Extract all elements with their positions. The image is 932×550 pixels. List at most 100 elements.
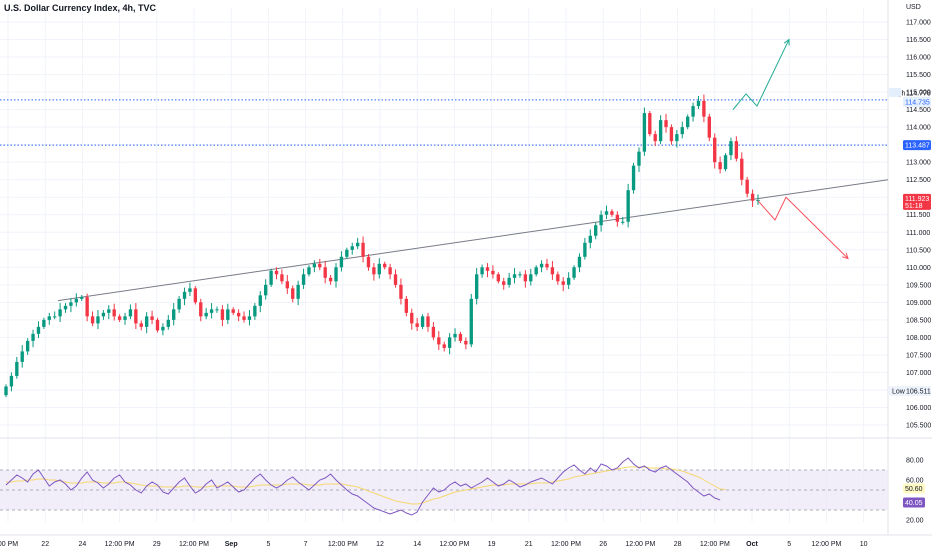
candle-body <box>85 297 89 317</box>
x-tick-label: 12:00 PM <box>551 541 581 548</box>
candle-body <box>664 120 668 128</box>
candle-body <box>139 323 143 327</box>
candle-body <box>610 211 614 215</box>
candle-body <box>128 309 133 317</box>
high-value: 114.778 <box>906 90 931 97</box>
x-tick-label: 21 <box>525 541 533 548</box>
candle-body <box>291 288 295 299</box>
candle-body <box>101 312 106 317</box>
candle-body <box>442 344 446 348</box>
candle-body <box>653 134 657 142</box>
candle-body <box>155 319 160 331</box>
candle-body <box>615 214 620 222</box>
candle-body <box>318 263 322 268</box>
candle-body <box>702 100 706 117</box>
x-tick-label: 12:00 PM <box>811 541 841 548</box>
last-price-tag: 111.923 <box>905 196 929 203</box>
candle-body <box>561 281 565 285</box>
y-tick-label: 110.000 <box>906 265 931 272</box>
candle-body <box>361 242 365 257</box>
x-tick-label: 12 <box>376 541 384 548</box>
x-tick-label: 12:00 PM <box>179 541 209 548</box>
candle-body <box>534 267 538 275</box>
y-tick-label: 106.000 <box>906 405 931 412</box>
candle-body <box>209 309 214 313</box>
candle-body <box>723 155 728 170</box>
rsi-ma-tag: 50.60 <box>905 486 923 493</box>
candle-body <box>669 127 674 142</box>
candle-body <box>69 302 73 306</box>
x-tick-label: 24 <box>79 541 87 548</box>
candle-body <box>328 277 333 282</box>
candle-body <box>707 116 711 138</box>
candle-body <box>518 274 522 276</box>
x-tick-label: 5 <box>266 541 270 548</box>
x-tick-label: 12:00 PM <box>105 541 135 548</box>
x-tick-label: 5 <box>787 541 791 548</box>
candle-body <box>312 263 317 268</box>
candle-body <box>539 263 544 268</box>
candle-body <box>507 277 511 285</box>
candle-body <box>253 305 257 317</box>
y-tick-label: 115.000 <box>906 90 931 97</box>
candle-body <box>372 267 376 275</box>
candle-body <box>285 281 290 289</box>
chart-title: U.S. Dollar Currency Index, 4h, TVC <box>4 3 156 13</box>
candle-body <box>220 309 225 320</box>
candle-body <box>307 267 311 275</box>
candle-body <box>469 298 473 345</box>
last-price-countdown: 51:18 <box>905 203 923 210</box>
candle-body <box>20 351 24 362</box>
candle-body <box>556 274 560 282</box>
candle-body <box>31 333 35 341</box>
y-tick-label: 114.500 <box>906 107 931 114</box>
chart-title-text: U.S. Dollar Currency Index, 4h, TVC <box>4 3 157 13</box>
rsi-value-tag: 40.05 <box>905 500 923 507</box>
projection-up-arrow <box>732 39 790 110</box>
candle-body <box>658 120 663 142</box>
candle-body <box>269 270 273 285</box>
candle-body <box>599 214 603 226</box>
candle-body <box>117 316 122 320</box>
candle-body <box>323 267 327 278</box>
candle-body <box>631 165 636 191</box>
candle-body <box>123 316 127 320</box>
y-tick-label: 109.500 <box>906 282 931 289</box>
candle-body <box>296 284 300 299</box>
candle-body <box>301 274 306 285</box>
candle-body <box>696 100 701 107</box>
candle-body <box>496 274 500 282</box>
candle-body <box>193 288 198 303</box>
x-tick-label: 29 <box>153 541 161 548</box>
candle-body <box>604 211 609 215</box>
candle-body <box>485 267 490 271</box>
level-tag-bg <box>903 140 931 151</box>
candle-body <box>583 242 587 257</box>
x-tick-label: 00 PM <box>0 541 18 548</box>
candle-body <box>350 246 354 250</box>
candle-body <box>502 281 506 285</box>
candle-body <box>112 309 116 317</box>
rsi-value-tag-bg <box>903 497 925 508</box>
rsi-tick-label: 60.00 <box>906 478 924 485</box>
projection-down-arrow-head <box>842 252 849 260</box>
candle-body <box>437 337 441 345</box>
x-tick-label: 22 <box>41 541 49 548</box>
low-value: 106.511 <box>906 389 931 396</box>
projection-down-arrow <box>757 196 849 259</box>
high-tag-bg <box>903 96 931 107</box>
candle-body <box>366 256 371 268</box>
candle-body <box>718 162 722 170</box>
candle-body <box>648 113 652 135</box>
candle-body <box>264 284 268 296</box>
x-tick-label: 12:00 PM <box>328 541 358 548</box>
currency-label: USD <box>906 4 921 11</box>
candle-body <box>182 291 187 299</box>
candle-body <box>734 141 739 159</box>
rsi-line <box>5 457 721 516</box>
low-label: Low <box>892 389 906 396</box>
candle-body <box>96 316 100 324</box>
candle-body <box>280 274 284 282</box>
candle-body <box>161 326 165 331</box>
